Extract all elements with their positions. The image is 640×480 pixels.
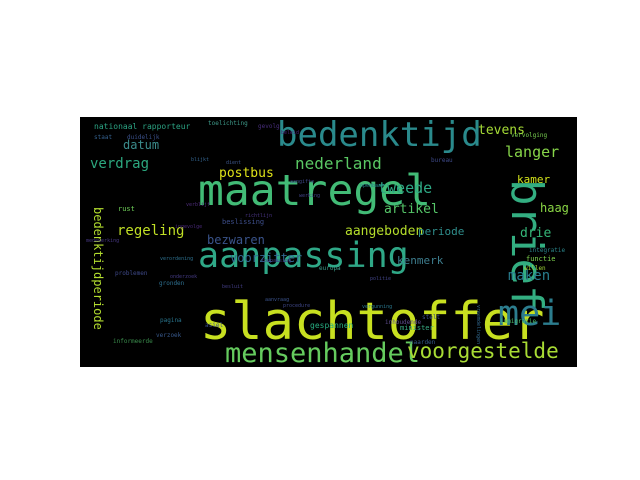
word-procedure: procedure bbox=[283, 303, 310, 309]
word-onderzoek: onderzoek bbox=[170, 274, 197, 280]
word-langer: langer bbox=[505, 143, 559, 161]
word-beleid: beleid bbox=[281, 130, 299, 136]
word-staat: staat bbox=[94, 134, 112, 141]
word-besluit: besluit bbox=[222, 284, 243, 290]
word-bureau: bureau bbox=[431, 157, 453, 164]
word-periode: periode bbox=[418, 225, 464, 238]
word-tevens: tevens bbox=[478, 123, 525, 138]
word-regeling: regeling bbox=[117, 223, 184, 239]
word-aanvraag: aanvraag bbox=[265, 297, 289, 303]
word-drie: drie bbox=[520, 226, 551, 241]
word-minister: minister bbox=[400, 324, 434, 332]
word-politie: politie bbox=[370, 276, 391, 282]
word-bezwaren: bezwaren bbox=[207, 233, 265, 247]
word-immigratie: immigratie bbox=[500, 318, 537, 325]
word-medewerking: medewerking bbox=[86, 238, 119, 244]
word-voorgestelde: voorgestelde bbox=[407, 339, 559, 363]
word-problemen: problemen bbox=[115, 270, 148, 277]
word-functie: functie bbox=[526, 255, 556, 263]
word-vreemdelingen: vreemdelingen bbox=[475, 305, 481, 344]
word-bedenktijd: bedenktijd bbox=[277, 117, 482, 155]
word-aanpassing: aanpassing bbox=[198, 236, 409, 276]
word-artikel: artikel bbox=[384, 202, 439, 217]
word-europa: europa bbox=[319, 265, 341, 272]
word-vervolging: vervolging bbox=[511, 132, 548, 139]
word-verordening: verordening bbox=[160, 256, 193, 262]
word-willen: willen bbox=[524, 265, 546, 272]
word-richtlijn: richtlijn bbox=[245, 213, 272, 219]
word-kenmerk: kenmerk bbox=[397, 254, 444, 267]
word-bedenktijdperiode: bedenktijdperiode bbox=[91, 207, 105, 330]
word-nederland: nederland bbox=[295, 154, 382, 173]
word-rust: rust bbox=[118, 205, 135, 213]
word-brief: brief bbox=[501, 179, 552, 311]
word-aangeboden: aangeboden bbox=[345, 224, 423, 239]
word-openbaar: openbaar bbox=[360, 183, 384, 189]
word-blijkt: blijkt bbox=[191, 157, 209, 163]
word-informeerde: informeerde bbox=[113, 338, 153, 345]
word-slachtoffer: slachtoffer bbox=[200, 292, 544, 352]
word-datum: datum bbox=[123, 138, 159, 152]
word-cloud: slachtoffer maatregel aanpassing bedenktijd… bbox=[80, 117, 577, 367]
word-mensenhandel: mensenhandel bbox=[225, 338, 420, 367]
word-aangifte: aangifte bbox=[290, 179, 314, 185]
word-verdrag: verdrag bbox=[90, 156, 149, 172]
word-cloud-canvas: slachtoffer maatregel aanpassing bedenktijd… bbox=[86, 117, 569, 367]
word-stelt: stelt bbox=[422, 314, 440, 321]
word-integratie: integratie bbox=[529, 247, 566, 254]
word-postbus: postbus bbox=[219, 166, 274, 181]
word-pagina: pagina bbox=[160, 317, 182, 324]
word-toepassing: toepassing bbox=[261, 258, 291, 264]
word-verzoek: verzoek bbox=[156, 332, 182, 339]
word-ingevolge: ingevolge bbox=[175, 224, 202, 230]
word-tweede: tweede bbox=[378, 179, 432, 197]
word-maatregel: maatregel bbox=[198, 166, 431, 216]
word-dient: dient bbox=[226, 160, 241, 166]
word-asiel: asiel bbox=[205, 322, 223, 329]
word-voorzitter: voorzitter bbox=[230, 251, 302, 265]
word-toelichting: toelichting bbox=[208, 120, 248, 127]
word-werking: werking bbox=[299, 193, 320, 199]
word-gronden: gronden bbox=[159, 280, 185, 287]
word-inhoudende: inhoudende bbox=[385, 319, 422, 326]
word-duidelijk: duidelijk bbox=[127, 134, 160, 141]
word-nationaal-rapporteur: nationaal rapporteur bbox=[94, 122, 191, 131]
word-gevolg: gevolg bbox=[258, 123, 280, 130]
word-kamer: kamer bbox=[517, 173, 550, 186]
word-vergunning: vergunning bbox=[362, 304, 392, 310]
word-gespannen: gespannen bbox=[310, 321, 354, 330]
word-verblijf: verblijf bbox=[186, 202, 210, 208]
word-maken: maken bbox=[508, 268, 550, 284]
word-haag: haag bbox=[540, 201, 569, 215]
word-mei: mei bbox=[498, 294, 561, 334]
word-naarden: naarden bbox=[410, 339, 436, 346]
word-beslissing: beslissing bbox=[222, 218, 264, 226]
